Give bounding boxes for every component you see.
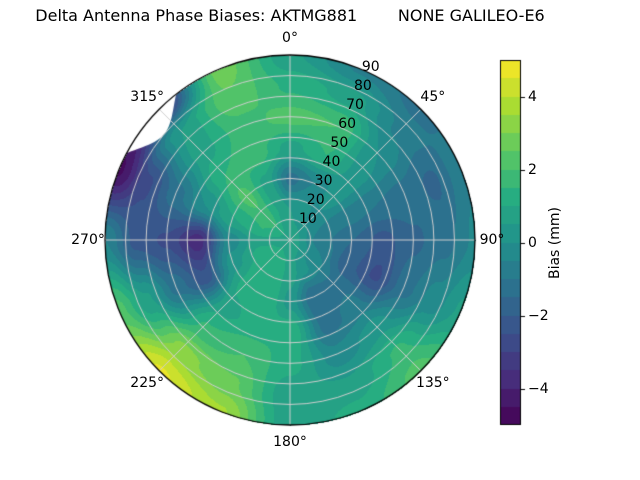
chart-title: Delta Antenna Phase Biases: AKTMG881 NON… [35, 6, 545, 25]
